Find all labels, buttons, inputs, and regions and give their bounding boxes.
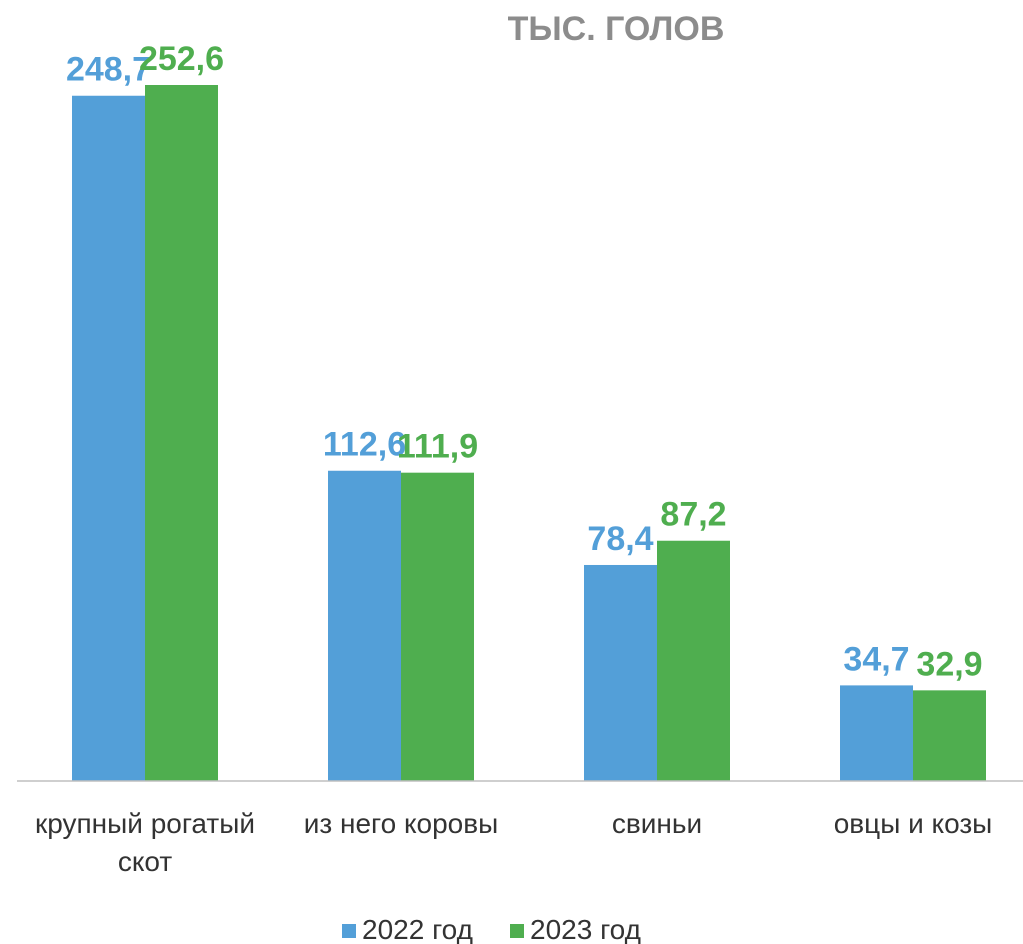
bar-s0-c1 [328,470,401,781]
bar-s1-c2 [657,540,730,781]
bar-s0-c0 [72,95,145,781]
category-label-2-line-0: свиньи [612,808,702,839]
bars-group [72,85,986,781]
data-label-s0-c1: 112,6 [323,426,406,464]
bar-s1-c3 [913,690,986,781]
category-label-1-line-0: из него коровы [304,808,499,839]
data-label-s0-c0: 248,7 [66,51,151,89]
data-label-s0-c3: 34,7 [843,640,909,678]
legend-label-0: 2022 год [362,914,473,944]
data-label-s1-c0: 252,6 [139,40,224,78]
chart-title: ТЫС. ГОЛОВ [508,10,725,48]
category-label-0-line-1: скот [118,846,173,877]
category-label-0-line-0: крупный рогатый [35,808,255,839]
data-label-s0-c2: 78,4 [587,520,653,558]
category-labels-group: крупный рогатый скот из него коровы свиньи о… [35,808,992,877]
bar-s0-c2 [584,564,657,781]
bar-s1-c1 [401,472,474,781]
data-label-s1-c3: 32,9 [916,645,982,683]
bar-s0-c3 [840,685,913,781]
data-label-s1-c2: 87,2 [660,496,726,534]
legend-swatch-1 [510,924,524,938]
legend: 2022 год 2023 год [342,914,641,944]
legend-label-1: 2023 год [530,914,641,944]
category-label-3-line-0: овцы и козы [834,808,993,839]
bar-s1-c0 [145,85,218,781]
legend-swatch-0 [342,924,356,938]
data-label-s1-c1: 111,9 [397,428,478,466]
